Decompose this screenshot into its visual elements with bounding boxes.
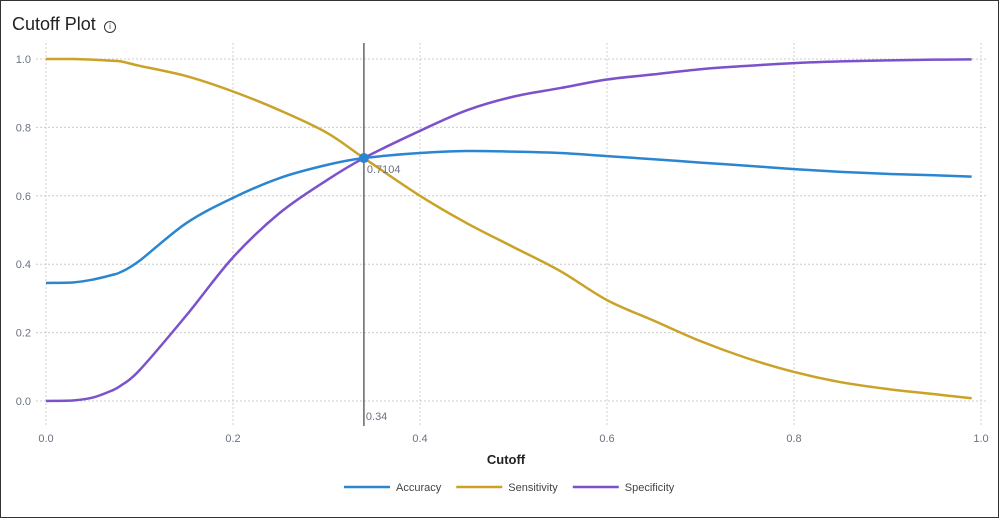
x-tick-label: 0.8 (786, 433, 801, 445)
cutoff-point (358, 153, 369, 164)
x-axis-title: Cutoff (487, 452, 526, 467)
y-tick-label: 0.0 (16, 396, 31, 408)
x-tick-label: 0.6 (599, 433, 614, 445)
series-line-sensitivity (45, 57, 972, 400)
legend-label-sensitivity[interactable]: Sensitivity (508, 482, 558, 494)
y-tick-label: 0.2 (16, 328, 31, 340)
cutoff-value-label: 0.7104 (367, 164, 401, 176)
series-line-specificity (45, 58, 972, 403)
legend-label-accuracy[interactable]: Accuracy (396, 482, 442, 494)
series-line-accuracy (45, 149, 972, 285)
x-tick-label: 0.0 (38, 433, 53, 445)
y-tick-label: 1.0 (16, 54, 31, 66)
y-tick-label: 0.4 (16, 259, 31, 271)
x-tick-label: 0.4 (412, 433, 427, 445)
cutoff-label: 0.34 (366, 411, 387, 423)
y-tick-label: 0.6 (16, 191, 31, 203)
x-tick-label: 1.0 (973, 433, 988, 445)
info-icon[interactable]: i (104, 21, 116, 33)
x-tick-label: 0.2 (225, 433, 240, 445)
y-tick-label: 0.8 (16, 122, 31, 134)
chart-title: Cutoff Plot (12, 14, 96, 34)
legend-label-specificity[interactable]: Specificity (625, 482, 675, 494)
